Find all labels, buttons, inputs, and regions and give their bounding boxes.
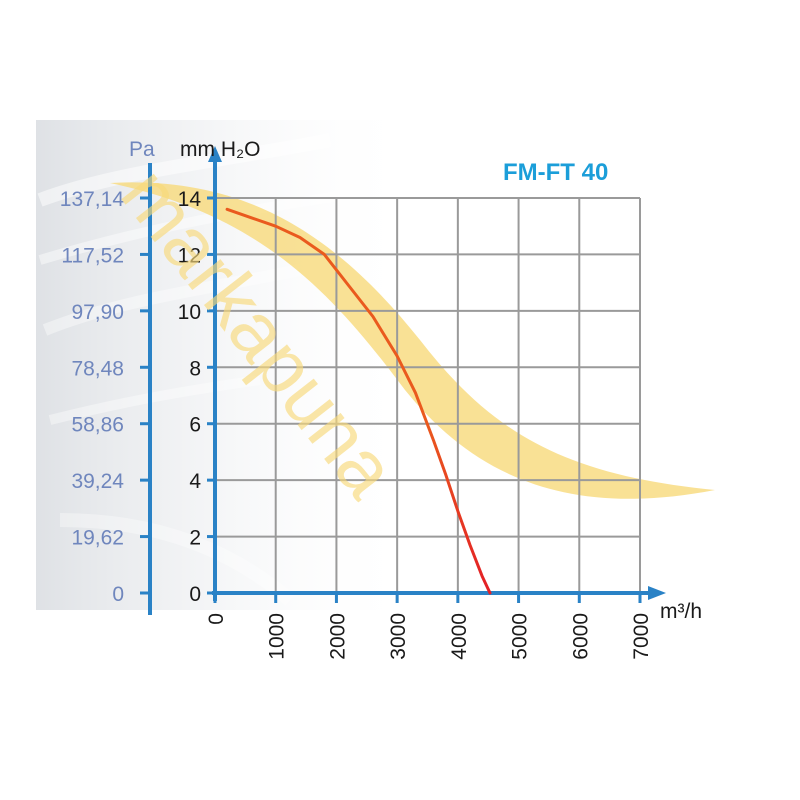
x-axis-arrow — [648, 586, 666, 600]
x-tick-label: 1000 — [266, 613, 289, 660]
pa-tick-label: 19,62 — [71, 527, 124, 550]
mm-tick-label: 8 — [189, 357, 201, 380]
pressure-curve — [225, 207, 492, 595]
x-tick-label: 3000 — [387, 613, 410, 660]
mm-tick-label: 12 — [178, 244, 201, 267]
watermark-swoosh — [110, 182, 715, 499]
grid — [215, 197, 641, 593]
x-axis-arrowhead — [648, 586, 666, 600]
mm-tick-label: 2 — [189, 527, 201, 550]
pa-tick-label: 58,86 — [71, 414, 124, 437]
x-axis-label: m³/h — [660, 600, 702, 623]
mm-tick-label: 10 — [178, 301, 201, 324]
x-tick-label: 2000 — [326, 613, 349, 660]
pa-tick-label: 0 — [112, 583, 124, 606]
pa-axis-label: Pa — [129, 138, 155, 161]
y-axis-arrowhead — [208, 146, 222, 162]
pa-tick-label: 78,48 — [71, 357, 124, 380]
pa-tick-label: 137,14 — [60, 188, 125, 211]
mm-axis-label: mm H₂O — [180, 138, 260, 161]
chart-title: FM-FT 40 — [503, 159, 608, 186]
x-tick-label: 7000 — [630, 613, 653, 660]
mm-tick-label: 6 — [189, 414, 201, 437]
mm-tick-label: 4 — [189, 470, 201, 493]
x-tick-label: 4000 — [448, 613, 471, 660]
y-axis-arrow — [208, 146, 222, 162]
mm-tick-label: 14 — [178, 188, 202, 211]
pa-tick-labels: 0 19,62 39,24 58,86 78,48 97,90 117,52 137,14 — [60, 188, 125, 606]
pa-tick-label: 97,90 — [71, 301, 124, 324]
x-tick-label: 0 — [205, 613, 228, 625]
axis-ticks — [140, 196, 642, 603]
x-tick-label: 5000 — [509, 613, 532, 660]
pa-tick-label: 39,24 — [71, 470, 124, 493]
mm-tick-labels: 0 2 4 6 8 10 12 14 — [178, 188, 202, 606]
pa-tick-label: 117,52 — [61, 244, 124, 267]
mm-tick-label: 0 — [189, 583, 201, 606]
x-tick-label: 6000 — [569, 613, 592, 660]
x-tick-labels: 0 1000 2000 3000 4000 5000 6000 7000 — [205, 613, 653, 660]
